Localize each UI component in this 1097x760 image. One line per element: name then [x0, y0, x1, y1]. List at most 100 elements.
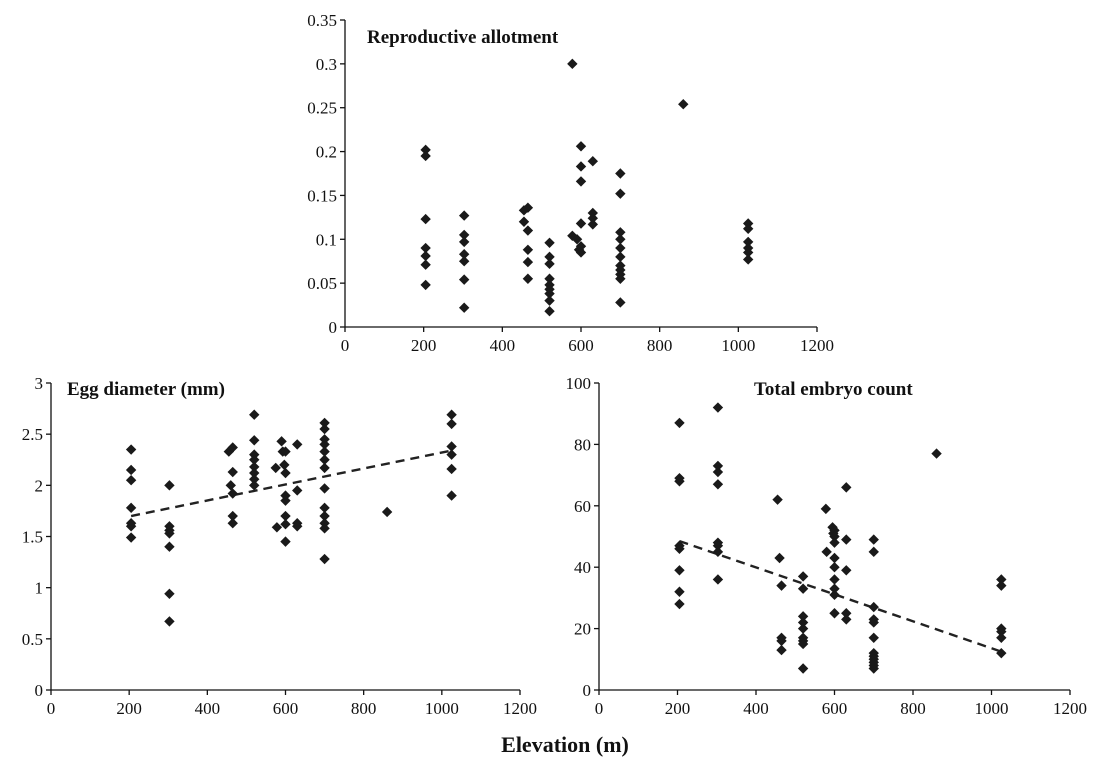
data-point [164, 541, 175, 552]
data-point [518, 216, 530, 227]
x-tick-label-800: 800 [647, 336, 673, 355]
y-tick-label-0p5: 0.5 [22, 630, 43, 649]
data-point [996, 647, 1007, 659]
data-point [227, 517, 238, 529]
data-point [575, 161, 587, 172]
data-point [829, 552, 840, 564]
data-point [420, 144, 431, 156]
data-point [292, 521, 303, 532]
data-point [797, 617, 809, 628]
y-tick-label-80: 80 [574, 435, 591, 454]
data-point [615, 188, 626, 199]
y-tick-label-3: 3 [35, 374, 44, 393]
data-point [774, 552, 785, 564]
data-point [841, 534, 852, 545]
data-point [319, 417, 330, 429]
data-point [712, 479, 724, 490]
data-point [797, 611, 809, 622]
data-point [420, 213, 431, 225]
data-point [841, 482, 852, 493]
data-point [164, 528, 175, 539]
x-tick-label-200: 200 [665, 699, 691, 718]
y-tick-label-2p5: 2.5 [22, 425, 43, 444]
x-tick-label-600: 600 [822, 699, 848, 718]
data-point [575, 141, 587, 152]
chart-title: Total embryo count [754, 379, 913, 400]
data-point [996, 626, 1007, 637]
y-tick-label-1: 1 [35, 579, 44, 598]
data-point [319, 483, 330, 494]
data-point [841, 565, 852, 576]
data-point [125, 521, 137, 532]
data-point [712, 466, 724, 478]
data-point [280, 519, 291, 530]
data-point [615, 251, 626, 263]
chart-egg-diameter: 0 0.5 1 1.5 2 2.5 3 0 200 400 600 800 1000 1200 Egg di… [22, 374, 537, 718]
data-point [125, 502, 137, 514]
data-point [249, 409, 260, 420]
data-point [797, 638, 809, 650]
y-tick-label-0p25: 0.25 [307, 99, 337, 118]
data-point [742, 247, 754, 258]
y-tick-label-0p15: 0.15 [307, 186, 337, 205]
y-tick-label-0: 0 [35, 681, 44, 700]
data-point [841, 614, 852, 625]
data-point [829, 574, 840, 585]
y-tick-label-0: 0 [583, 681, 592, 700]
data-point [575, 241, 587, 252]
data-point [319, 454, 330, 465]
data-point [319, 462, 330, 474]
x-tick-label-0: 0 [341, 336, 350, 355]
data-point [567, 58, 578, 70]
data-point [319, 446, 330, 457]
x-tick-label-400: 400 [195, 699, 221, 718]
data-point [829, 537, 840, 548]
data-point [249, 473, 260, 485]
data-point [615, 227, 626, 238]
data-point [712, 460, 724, 472]
x-tick-label-1000: 1000 [975, 699, 1009, 718]
x-tick-label-1200: 1200 [1053, 699, 1087, 718]
data-point [249, 454, 260, 465]
data-point [674, 586, 685, 597]
y-tick-label-60: 60 [574, 497, 591, 516]
data-point [446, 409, 457, 420]
data-point [249, 467, 260, 479]
data-point [319, 502, 330, 514]
y-tick-label-0p3: 0.3 [316, 55, 337, 74]
shared-x-axis-label: Elevation (m) [501, 732, 629, 757]
data-point [742, 254, 754, 265]
data-point [458, 236, 470, 248]
data-point [868, 546, 879, 558]
data-point [575, 218, 587, 229]
data-point [271, 522, 283, 533]
data-point [615, 168, 626, 179]
data-point [797, 571, 809, 582]
data-point [712, 546, 724, 558]
y-tick-label-2: 2 [35, 476, 44, 495]
data-point [420, 242, 431, 254]
data-point [996, 580, 1007, 591]
data-point [279, 459, 290, 471]
data-point [587, 219, 598, 230]
data-point [249, 480, 260, 491]
x-tick-label-600: 600 [273, 699, 299, 718]
data-point [575, 176, 587, 187]
data-point [280, 467, 291, 479]
x-tick-label-1000: 1000 [425, 699, 459, 718]
data-point [292, 439, 303, 450]
x-tick-label-1200: 1200 [503, 699, 537, 718]
data-point [319, 423, 330, 435]
data-point [615, 297, 626, 308]
y-tick-label-0: 0 [329, 318, 338, 337]
data-point [615, 234, 626, 245]
data-point [125, 532, 137, 543]
data-point [420, 259, 431, 270]
x-tick-label-400: 400 [743, 699, 769, 718]
data-point [776, 644, 787, 656]
data-point [319, 523, 330, 534]
x-tick-label-800: 800 [351, 699, 377, 718]
y-tick-label-0p35: 0.35 [307, 11, 337, 30]
data-point [544, 258, 555, 270]
